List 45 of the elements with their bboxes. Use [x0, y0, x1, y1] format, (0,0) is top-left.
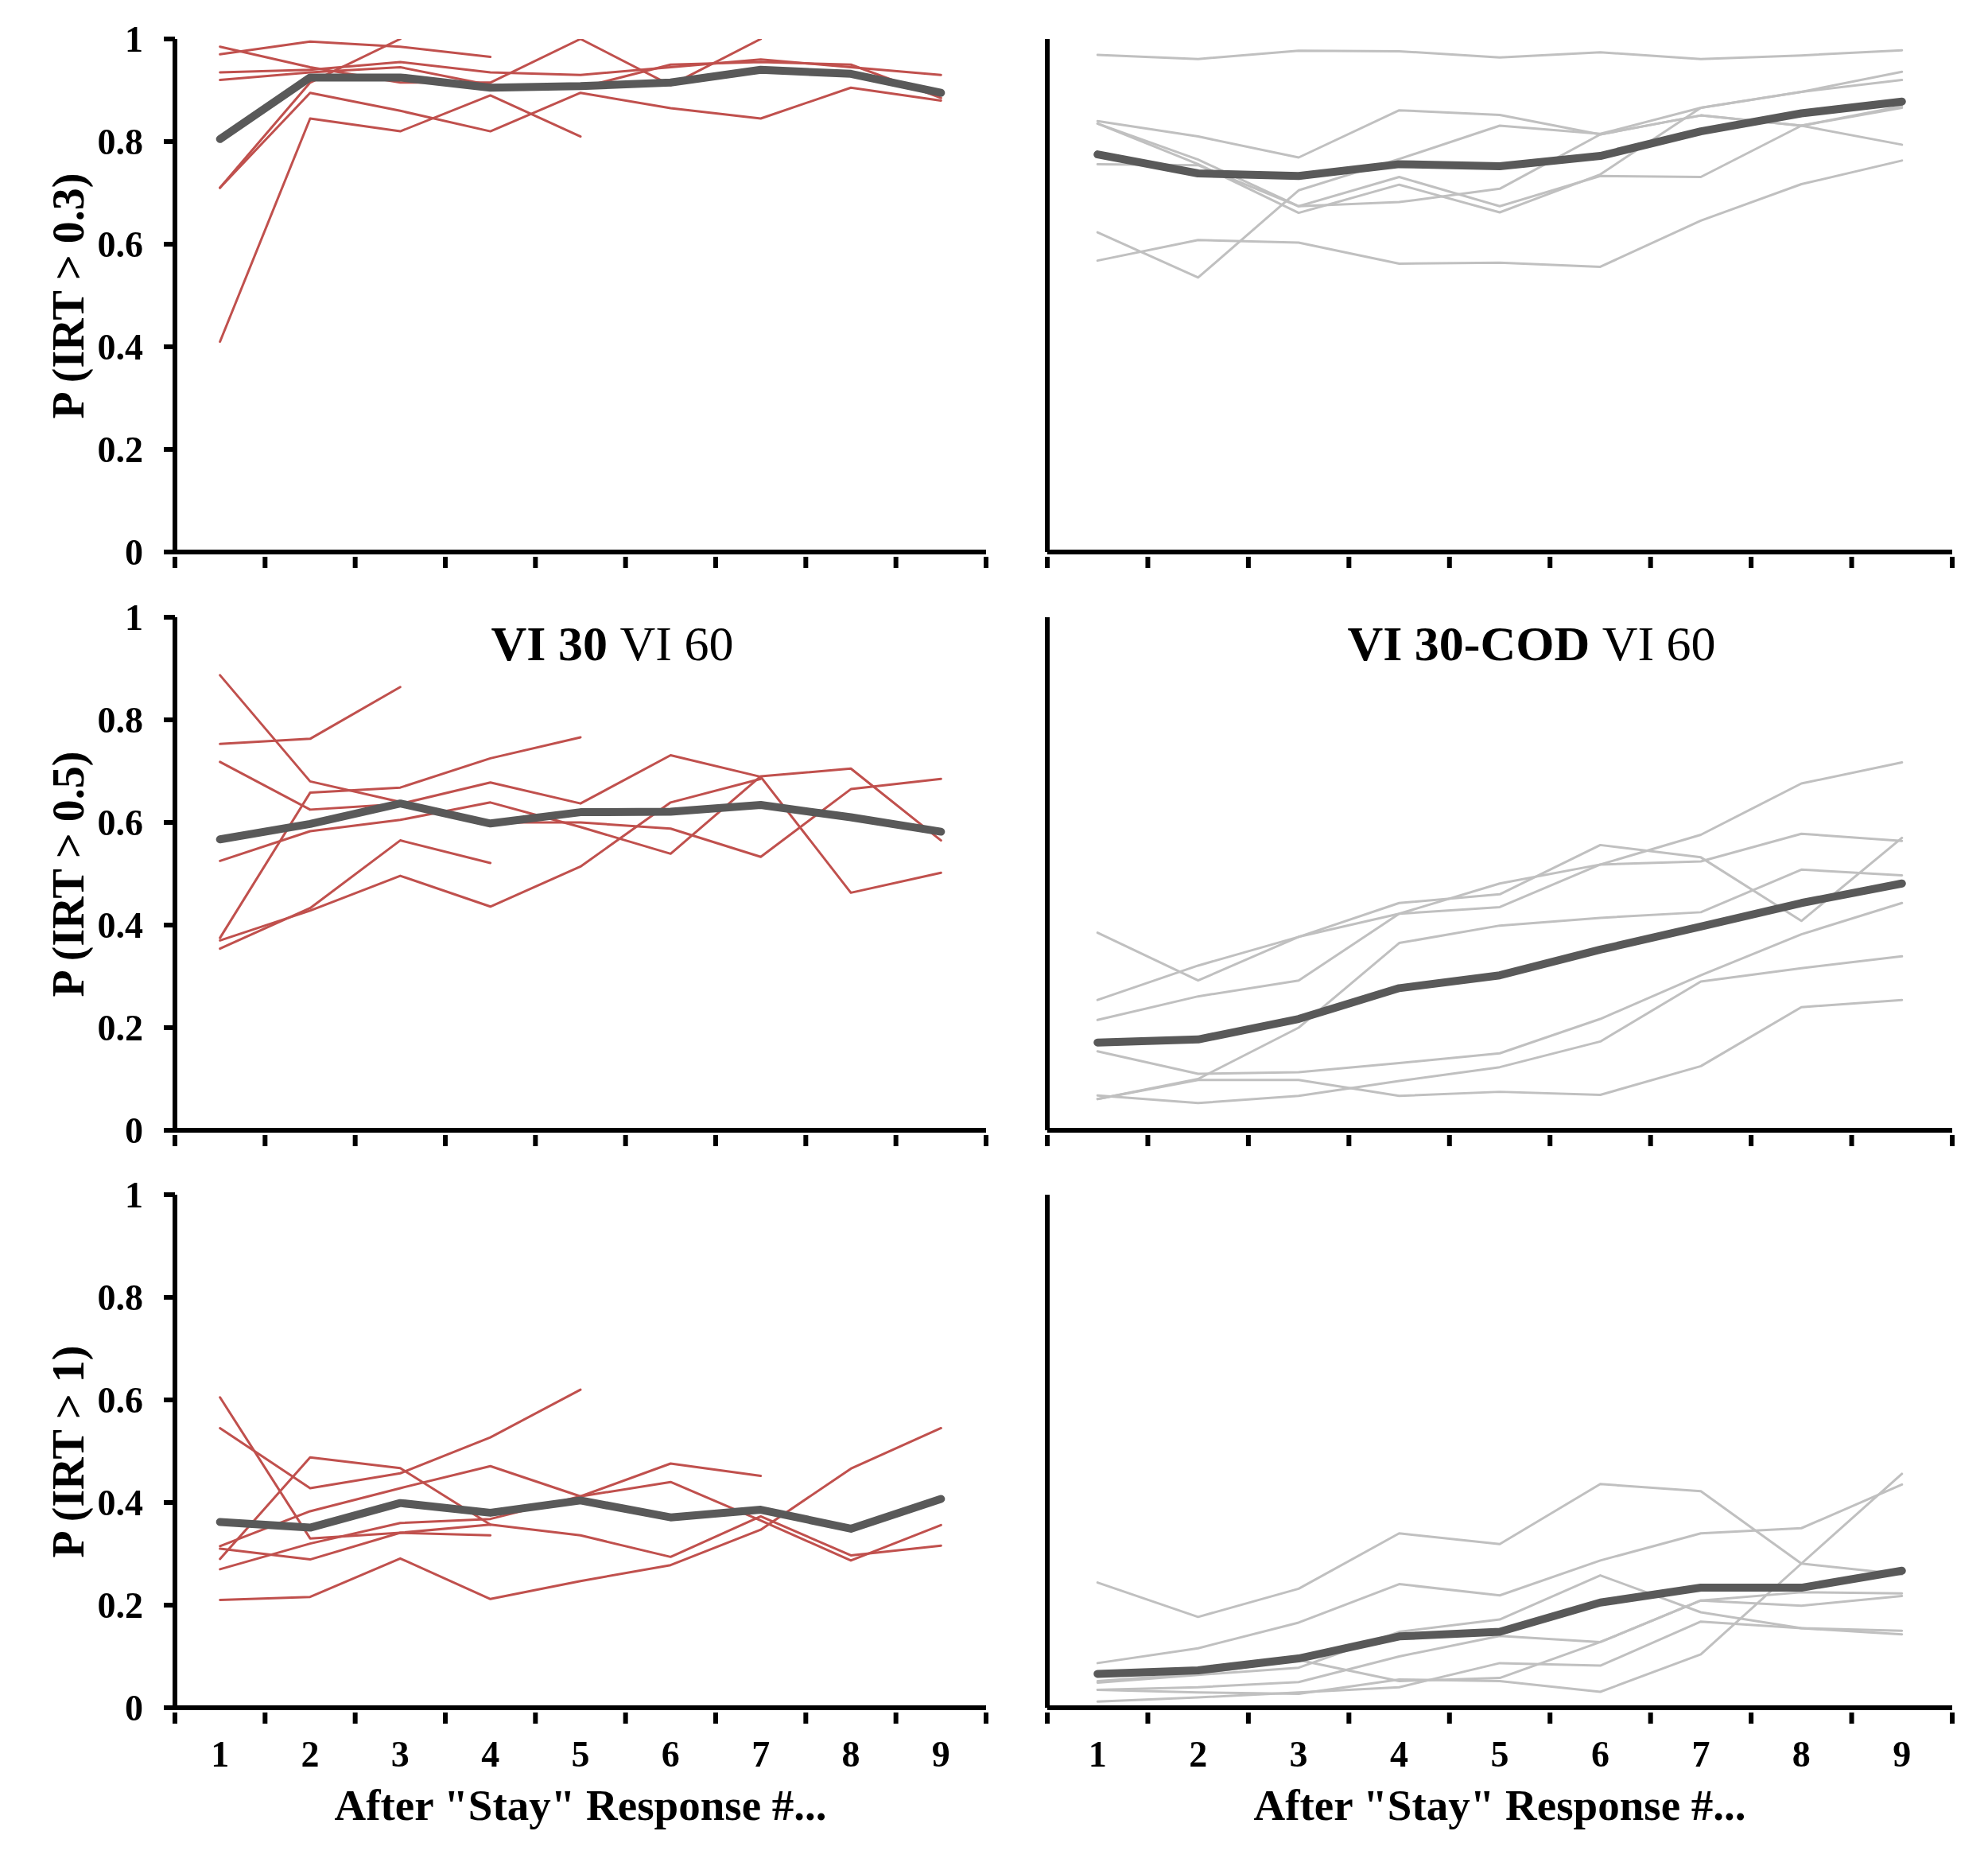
x-tick-label: 5 [1490, 1734, 1509, 1775]
y-tick-label: 1 [125, 1175, 143, 1216]
y-axis-title: P (IRT > 0.3) [44, 173, 93, 418]
y-tick-label: 0.2 [97, 430, 143, 471]
x-tick-label: 7 [751, 1734, 771, 1775]
x-tick-label: 7 [1691, 1734, 1710, 1775]
y-tick-label: 0.8 [97, 122, 143, 163]
y-tick-label: 0.6 [97, 1380, 143, 1421]
y-tick-label: 1 [125, 597, 143, 639]
y-tick-label: 0 [125, 532, 143, 573]
x-tick-label: 3 [390, 1734, 410, 1775]
y-tick-label: 0 [125, 1688, 143, 1729]
y-tick-label: 0.4 [97, 905, 143, 947]
x-tick-label: 2 [1189, 1734, 1208, 1775]
chart-title: VI 30 [491, 616, 608, 671]
y-tick-label: 0.6 [97, 224, 143, 266]
chart-subtitle: VI 60 [619, 616, 734, 671]
y-tick-label: 0.8 [97, 700, 143, 741]
y-tick-label: 0.2 [97, 1585, 143, 1627]
y-tick-label: 1 [125, 19, 143, 60]
x-axis-title: After "Stay" Response #... [1253, 1780, 1746, 1829]
chart-subtitle: VI 60 [1602, 616, 1716, 671]
x-tick-label: 3 [1289, 1734, 1308, 1775]
y-tick-label: 0.6 [97, 803, 143, 844]
y-tick-label: 0.2 [97, 1008, 143, 1049]
x-tick-label: 1 [1088, 1734, 1107, 1775]
y-tick-label: 0.4 [97, 327, 143, 368]
x-tick-label: 9 [1893, 1734, 1912, 1775]
x-tick-label: 8 [1792, 1734, 1811, 1775]
x-tick-label: 6 [661, 1734, 680, 1775]
y-axis-title: P (IRT > 0.5) [44, 751, 93, 997]
x-tick-label: 9 [931, 1734, 950, 1775]
y-axis-title: P (IRT > 1) [44, 1345, 93, 1557]
x-tick-label: 6 [1590, 1734, 1609, 1775]
x-tick-label: 5 [571, 1734, 590, 1775]
y-tick-label: 0.4 [97, 1483, 143, 1524]
x-tick-label: 1 [211, 1734, 230, 1775]
y-tick-label: 0.8 [97, 1277, 143, 1319]
x-axis-title: After "Stay" Response #... [334, 1780, 827, 1829]
x-tick-label: 2 [301, 1734, 320, 1775]
chart-title: VI 30-COD [1347, 616, 1590, 671]
x-tick-label: 4 [481, 1734, 500, 1775]
x-tick-label: 8 [841, 1734, 860, 1775]
x-tick-label: 4 [1390, 1734, 1409, 1775]
y-tick-label: 0 [125, 1110, 143, 1152]
